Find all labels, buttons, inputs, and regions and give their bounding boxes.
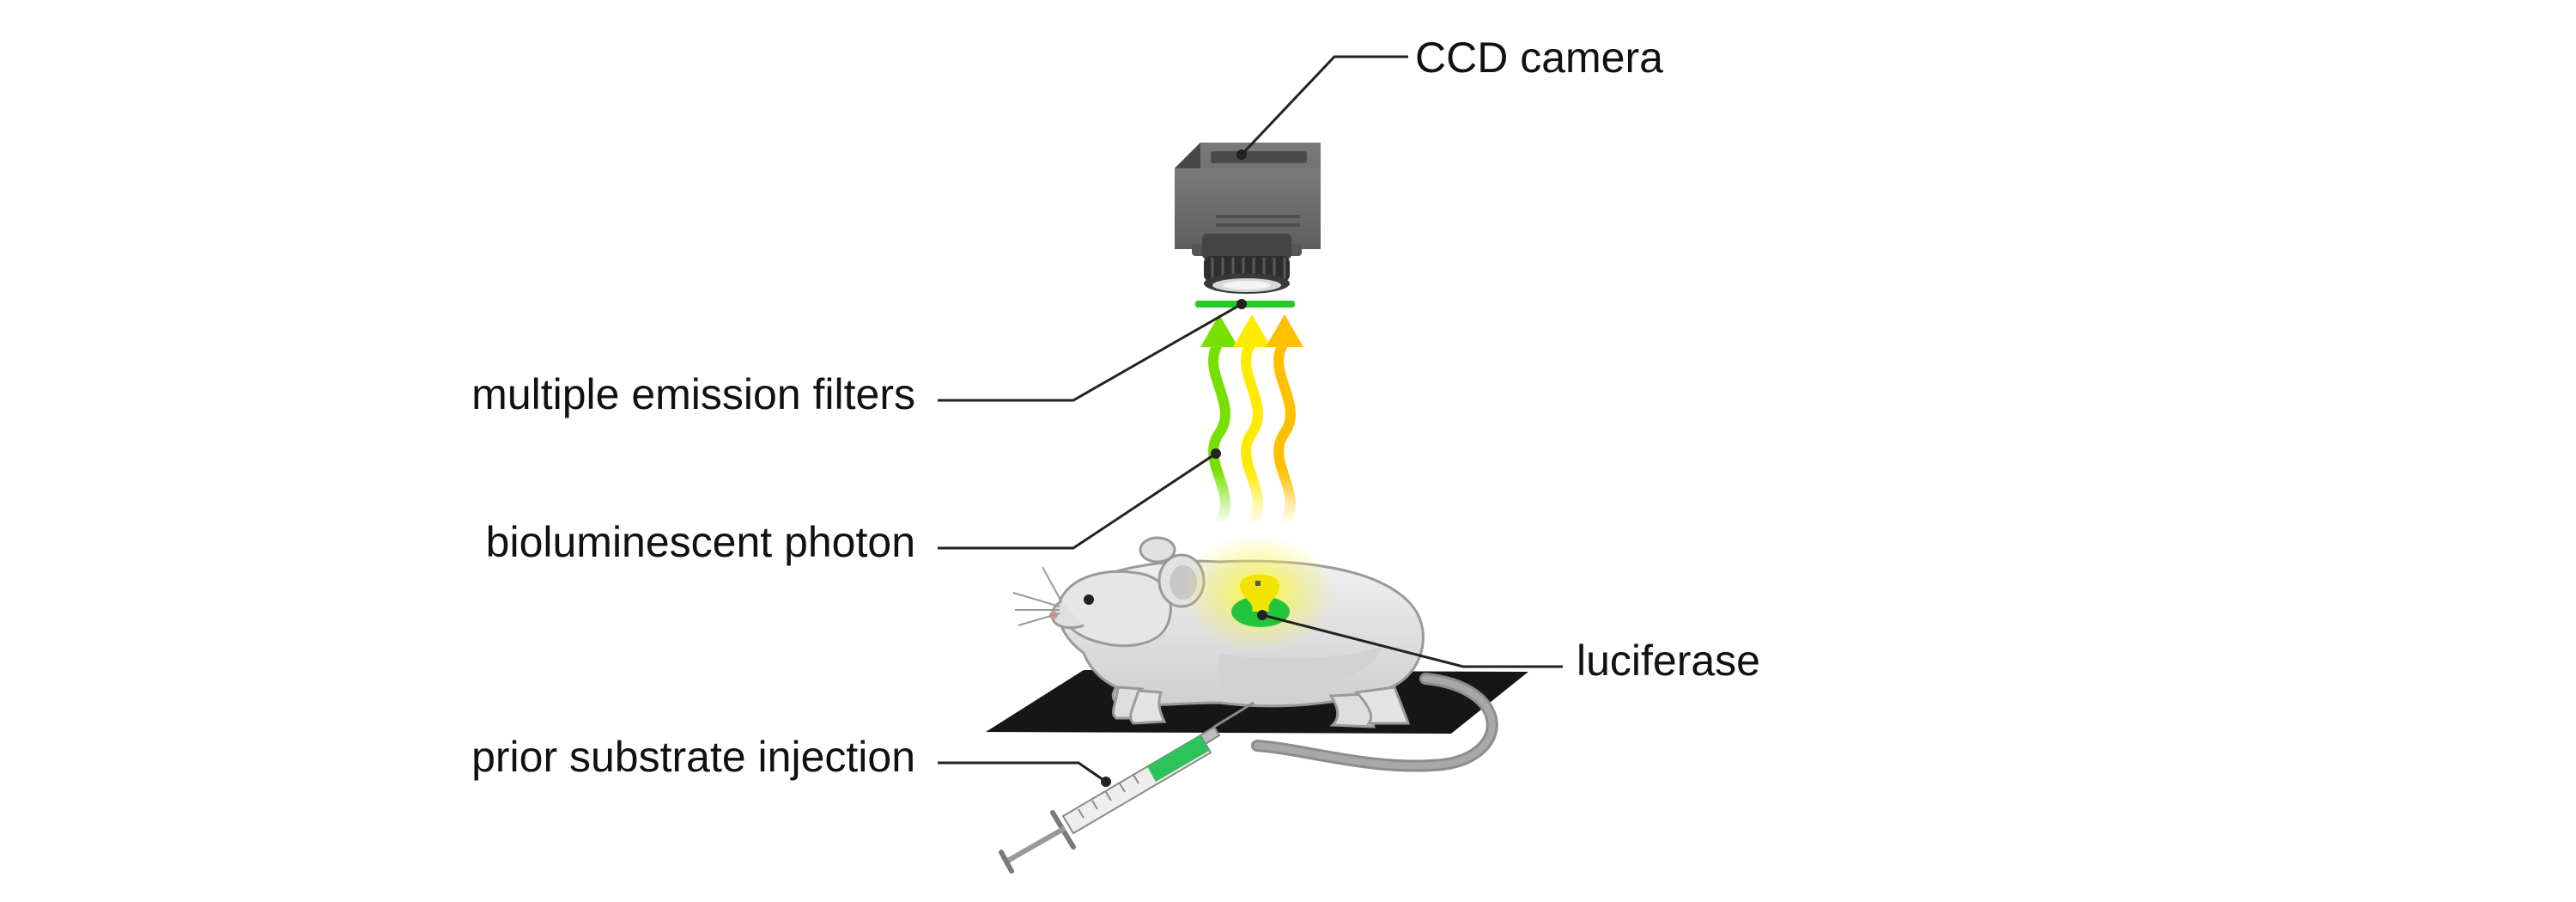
ccd-camera-icon — [1175, 143, 1321, 294]
luciferase-label: luciferase — [1577, 637, 1760, 685]
luciferase-leader-line — [1261, 613, 1563, 668]
camera-label: CCD camera — [1415, 34, 1663, 82]
leader-lines — [938, 55, 1563, 783]
photon-wave-icon — [1200, 314, 1303, 529]
filters-leader-line — [938, 302, 1242, 402]
luciferase-spot-icon — [1183, 534, 1334, 651]
photon-leader-line — [938, 452, 1217, 550]
camera-leader-line — [1240, 55, 1408, 156]
injection-leader-line — [938, 761, 1107, 783]
injection-label: prior substrate injection — [471, 733, 915, 781]
photon-label: bioluminescent photon — [486, 518, 915, 566]
syringe-icon — [999, 701, 1255, 874]
leader-dots — [1101, 149, 1267, 787]
filters-label: multiple emission filters — [471, 370, 915, 418]
